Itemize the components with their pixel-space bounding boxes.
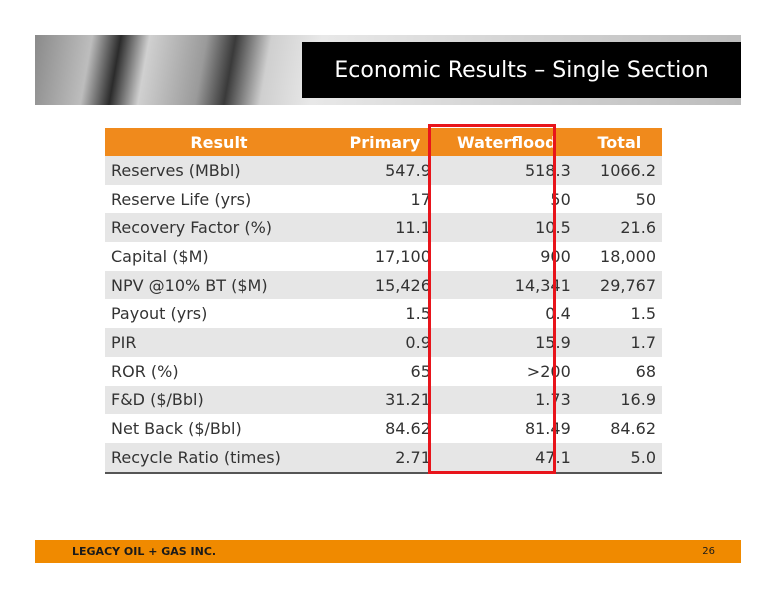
table-cell: 84.62 [385,419,431,439]
table-cell: >200 [526,361,571,381]
column-header: Total [576,128,662,156]
table-row: F&D ($/Bbl) 31.21 1.73 16.9 [105,385,662,415]
header-row: Result Primary Waterflood Total [105,128,662,156]
table-cell: 1.7 [576,328,662,357]
table-cell: NPV @10% BT ($M) [105,270,333,300]
table-row: Payout (yrs) 1.5 0.4 1.5 [105,299,662,328]
table-cell: 81.49 [524,419,571,439]
table-cell: Payout (yrs) [111,304,208,324]
slide-title: Economic Results – Single Section [302,42,741,98]
table-row: Recycle Ratio (times) 2.71 47.1 5.0 [105,442,662,474]
table-cell: 17,100 [374,246,431,266]
table-row: Reserve Life (yrs) 17 50 50 [105,185,662,214]
table-cell: 68 [635,361,656,381]
table-cell: PIR [105,328,333,357]
table-cell: Reserve Life (yrs) [111,189,252,209]
table-cell: Reserves (MBbl) [105,156,333,185]
table-cell: 0.4 [545,304,571,324]
table-row: NPV @10% BT ($M) 15,426 14,341 29,767 [105,270,662,300]
highlight-box [428,124,556,474]
column-header: Primary [332,128,437,156]
table-row: ROR (%) 65 >200 68 [105,357,662,386]
table-cell: 17 [410,189,431,209]
table-row: Net Back ($/Bbl) 84.62 81.49 84.62 [105,414,662,443]
table-cell: 65 [410,361,431,381]
table-row: Capital ($M) 17,100 900 18,000 [105,242,662,271]
column-header: Result [105,128,333,156]
table-cell: Recycle Ratio (times) [105,442,333,474]
table-cell: 1.5 [405,304,431,324]
table-cell: 1066.2 [576,156,662,185]
table-cell: Recovery Factor (%) [105,213,333,243]
table-cell: 15,426 [332,270,437,300]
table-cell: 2.71 [332,442,437,474]
footer-bar: LEGACY OIL + GAS INC. 26 [35,540,741,563]
table-body: Reserves (MBbl) 547.9 518.3 1066.2 Reserve L… [105,156,662,474]
table-cell: 5.0 [576,442,662,474]
table-cell: ROR (%) [111,361,179,381]
table-row: Recovery Factor (%) 11.1 10.5 21.6 [105,213,662,243]
table-cell: 50 [635,189,656,209]
results-table: Result Primary Waterflood Total Reserves (M… [105,128,662,474]
company-name: LEGACY OIL + GAS INC. [72,545,217,558]
table-cell: 11.1 [332,213,437,243]
table-cell: 0.9 [332,328,437,357]
table-cell: 18,000 [600,246,656,266]
table-cell: 21.6 [576,213,662,243]
table-cell: 547.9 [332,156,437,185]
table-cell: 31.21 [332,385,437,415]
table-cell: 1.5 [630,304,656,324]
table-cell: F&D ($/Bbl) [105,385,333,415]
table-row: Reserves (MBbl) 547.9 518.3 1066.2 [105,156,662,185]
table-cell: 84.62 [610,419,656,439]
page-number: 26 [702,546,715,557]
table-row: PIR 0.9 15.9 1.7 [105,328,662,357]
table-cell: Net Back ($/Bbl) [111,419,242,439]
table-cell: 16.9 [576,385,662,415]
table-cell: Capital ($M) [111,246,209,266]
table-cell: 29,767 [576,270,662,300]
